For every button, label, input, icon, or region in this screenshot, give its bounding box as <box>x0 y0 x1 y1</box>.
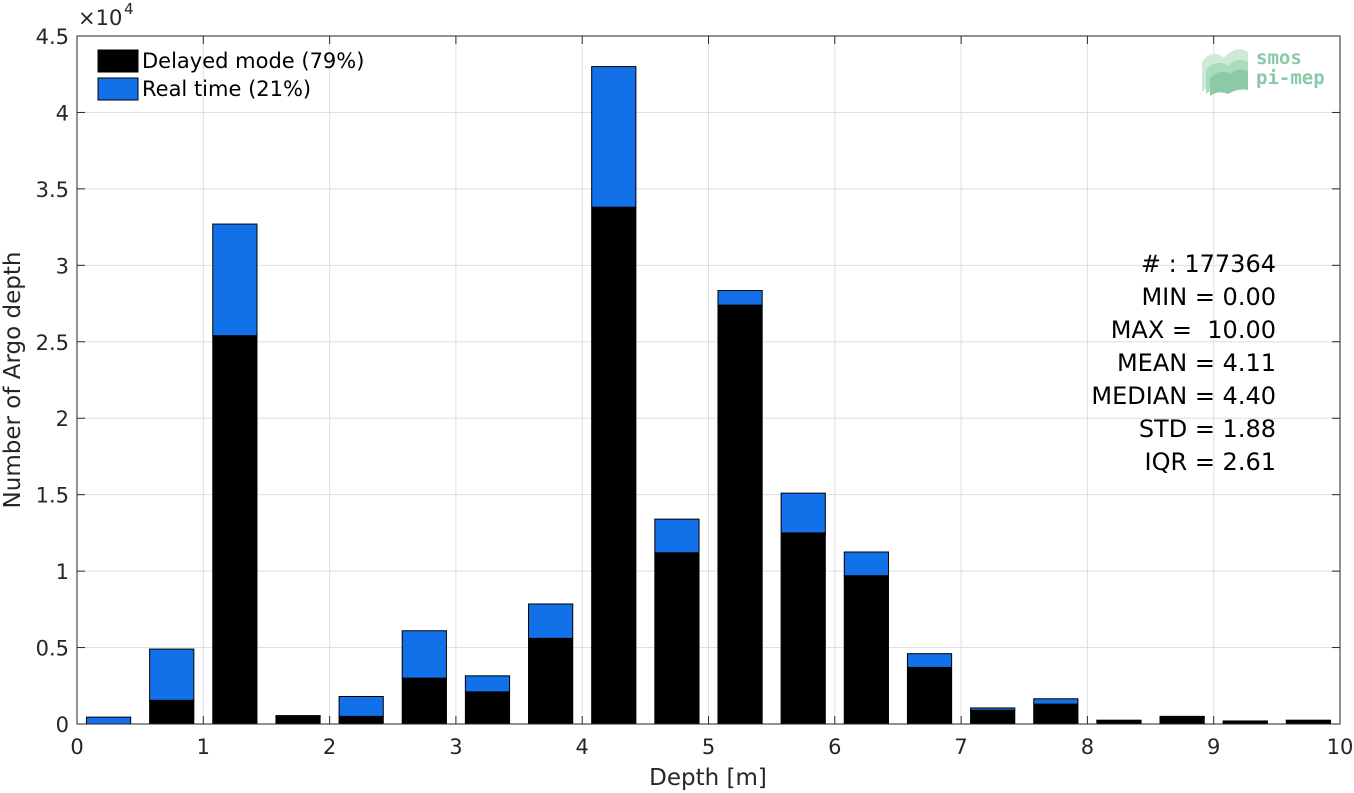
bar-delayed-mode <box>149 699 195 725</box>
bar-real-time <box>1285 719 1332 722</box>
y-tick-label: 2 <box>56 407 69 431</box>
logo-text-line1: smos <box>1256 47 1302 69</box>
bar-real-time <box>780 492 826 534</box>
smos-pimep-logo: smos pi-mep <box>1202 47 1325 96</box>
bar-real-time <box>401 630 447 679</box>
bar-real-time <box>212 223 258 337</box>
bar-real-time <box>906 653 953 668</box>
bar-real-time <box>85 716 132 725</box>
stat-min: MIN = 0.00 <box>1141 283 1276 311</box>
bar-delayed-mode <box>401 677 447 725</box>
stat-median: MEDIAN = 4.40 <box>1091 382 1276 410</box>
x-tick-label: 6 <box>828 735 841 759</box>
bar-real-time <box>338 695 384 717</box>
bar-delayed-mode <box>906 666 953 725</box>
bar-delayed-mode <box>717 304 763 725</box>
bar-real-time <box>275 715 321 717</box>
y-tick-label: 4.5 <box>36 25 69 49</box>
x-tick-label: 9 <box>1207 735 1220 759</box>
stats-block: # : 177364 MIN = 0.00 MAX = 10.00 MEAN =… <box>1091 250 1276 476</box>
logo-text-line2: pi-mep <box>1256 67 1325 89</box>
bar-real-time <box>843 551 889 577</box>
bar-real-time <box>591 66 637 208</box>
y-tick-label: 1.5 <box>36 484 69 508</box>
bar-delayed-mode <box>1033 703 1079 725</box>
y-exponent-label: ×10 <box>78 6 122 30</box>
bar-real-time <box>1159 715 1205 718</box>
bar-real-time <box>464 675 511 693</box>
legend: Delayed mode (79%) Real time (21%) <box>97 49 364 101</box>
bar-real-time <box>528 603 574 639</box>
y-tick-label: 3.5 <box>36 178 69 202</box>
stat-mean: MEAN = 4.11 <box>1117 349 1276 377</box>
bar-delayed-mode <box>275 715 321 725</box>
y-tick-label: 0.5 <box>36 637 69 661</box>
bar-real-time <box>149 648 195 701</box>
bar-delayed-mode <box>464 691 511 725</box>
bar-delayed-mode <box>780 532 826 725</box>
stat-std: STD = 1.88 <box>1139 415 1276 443</box>
legend-swatch-realtime <box>97 77 139 101</box>
bar-real-time <box>654 518 700 554</box>
y-tick-label: 2.5 <box>36 331 69 355</box>
ticks-layer: 0 1 2 3 4 5 6 7 8 9 10 0 0.5 1 1.5 2 2.5 3 3.5 4 4.5 <box>36 25 1354 759</box>
legend-label-realtime: Real time (21%) <box>142 77 311 101</box>
bar-delayed-mode <box>528 637 574 725</box>
bar-real-time <box>970 707 1016 711</box>
bar-delayed-mode <box>212 335 258 725</box>
x-tick-label: 3 <box>449 735 462 759</box>
bar-delayed-mode <box>654 552 700 725</box>
legend-swatch-delayed <box>97 49 139 73</box>
x-tick-label: 8 <box>1081 735 1094 759</box>
x-tick-label: 2 <box>323 735 336 759</box>
stat-iqr: IQR = 2.61 <box>1145 448 1276 476</box>
y-tick-label: 0 <box>56 713 69 737</box>
x-tick-label: 0 <box>70 735 83 759</box>
bar-delayed-mode <box>970 709 1016 725</box>
x-tick-label: 10 <box>1327 735 1354 759</box>
x-tick-label: 5 <box>702 735 715 759</box>
stat-max: MAX = 10.00 <box>1111 316 1276 344</box>
bar-delayed-mode <box>338 715 384 725</box>
stat-count: # : 177364 <box>1141 250 1276 278</box>
x-tick-label: 7 <box>954 735 967 759</box>
logo-wave-icon <box>1202 49 1248 96</box>
bar-delayed-mode <box>1159 716 1205 725</box>
y-exponent-power: 4 <box>124 0 134 18</box>
bars-layer <box>85 66 1332 725</box>
legend-label-delayed: Delayed mode (79%) <box>142 49 364 73</box>
bar-real-time <box>1033 698 1079 705</box>
grid-layer <box>76 35 1341 725</box>
bar-delayed-mode <box>591 206 637 725</box>
x-tick-label: 1 <box>197 735 210 759</box>
x-tick-label: 4 <box>576 735 589 759</box>
bar-real-time <box>1222 720 1268 723</box>
y-tick-label: 1 <box>56 560 69 584</box>
y-axis-title: Number of Argo depth <box>0 252 26 509</box>
bar-real-time <box>1096 719 1142 722</box>
bar-real-time <box>717 290 763 306</box>
y-tick-label: 3 <box>56 254 69 278</box>
x-axis-title: Depth [m] <box>649 765 767 791</box>
bar-delayed-mode <box>843 575 889 725</box>
y-tick-label: 4 <box>56 101 69 125</box>
